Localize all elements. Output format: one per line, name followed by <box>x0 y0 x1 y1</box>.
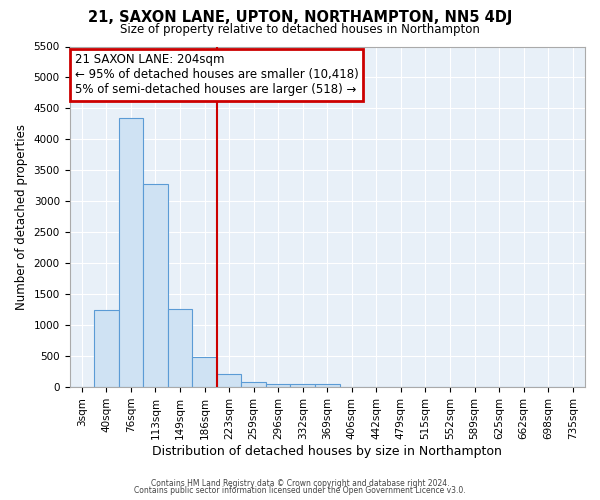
Bar <box>217 374 241 387</box>
Text: 21, SAXON LANE, UPTON, NORTHAMPTON, NN5 4DJ: 21, SAXON LANE, UPTON, NORTHAMPTON, NN5 … <box>88 10 512 25</box>
Bar <box>168 309 192 387</box>
Bar <box>266 384 290 387</box>
Bar <box>143 184 168 387</box>
Text: 21 SAXON LANE: 204sqm
← 95% of detached houses are smaller (10,418)
5% of semi-d: 21 SAXON LANE: 204sqm ← 95% of detached … <box>74 54 358 96</box>
Text: Contains HM Land Registry data © Crown copyright and database right 2024.: Contains HM Land Registry data © Crown c… <box>151 478 449 488</box>
Bar <box>119 118 143 387</box>
Y-axis label: Number of detached properties: Number of detached properties <box>15 124 28 310</box>
Bar <box>94 310 119 387</box>
Text: Contains public sector information licensed under the Open Government Licence v3: Contains public sector information licen… <box>134 486 466 495</box>
Bar <box>241 382 266 387</box>
Bar <box>192 357 217 387</box>
X-axis label: Distribution of detached houses by size in Northampton: Distribution of detached houses by size … <box>152 444 502 458</box>
Bar <box>290 384 315 387</box>
Text: Size of property relative to detached houses in Northampton: Size of property relative to detached ho… <box>120 22 480 36</box>
Bar <box>315 384 340 387</box>
